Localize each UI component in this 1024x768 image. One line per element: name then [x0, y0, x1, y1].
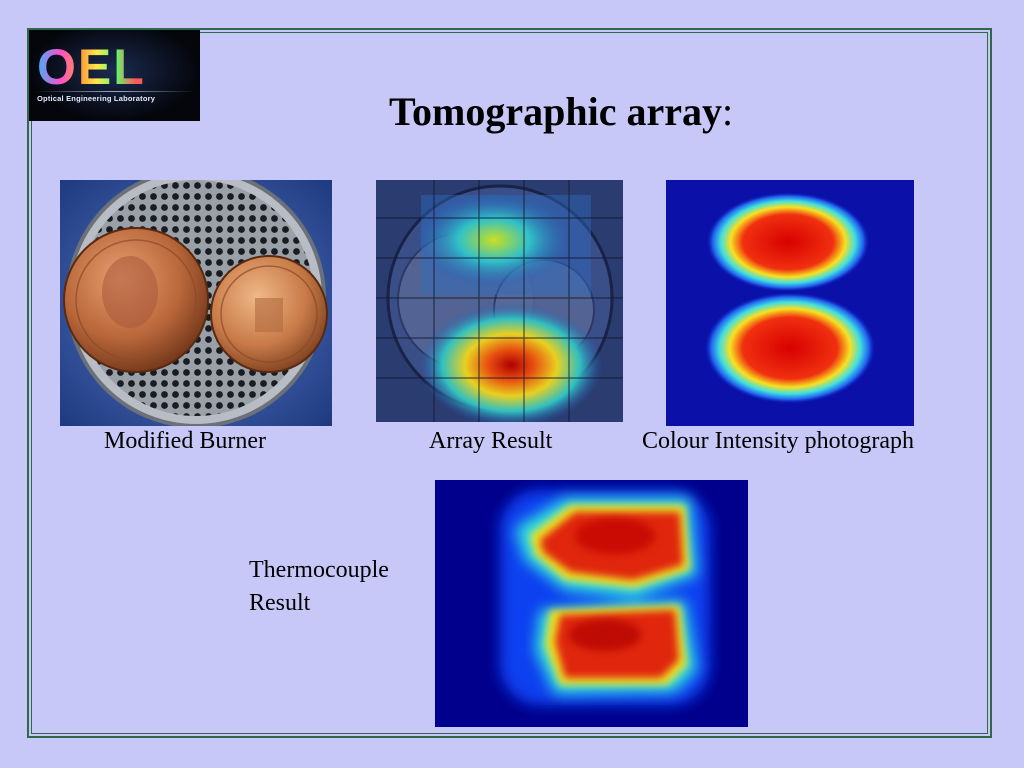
caption-thermocouple-line2: Result — [249, 590, 311, 616]
thermocouple-graphic — [435, 480, 748, 727]
oel-logo: OEL Optical Engineering Laboratory — [29, 30, 200, 121]
modified-burner-photo — [60, 180, 332, 426]
logo-letters: OEL — [37, 39, 146, 95]
logo-rule — [35, 91, 195, 92]
array-result-graphic — [376, 180, 623, 422]
caption-thermocouple-line1: Thermocouple — [249, 557, 389, 583]
caption-colour-intensity: Colour Intensity photograph — [642, 428, 914, 454]
colour-intensity-graphic — [666, 180, 914, 426]
caption-array-result: Array Result — [429, 428, 553, 454]
colour-intensity-photo — [666, 180, 914, 426]
thermocouple-result-image — [435, 480, 748, 727]
slide-title-text: Tomographic array — [389, 89, 722, 134]
slide-frame-inner — [31, 32, 988, 734]
array-result-image — [376, 180, 623, 422]
slide-frame-outer — [27, 28, 992, 738]
burner-graphic — [60, 180, 332, 426]
slide-title-colon: : — [721, 89, 734, 134]
caption-modified-burner: Modified Burner — [104, 428, 266, 454]
caption-thermocouple: Thermocouple Result — [249, 554, 389, 620]
slide-title: Tomographic array: — [389, 88, 733, 135]
logo-subtitle: Optical Engineering Laboratory — [37, 94, 156, 103]
